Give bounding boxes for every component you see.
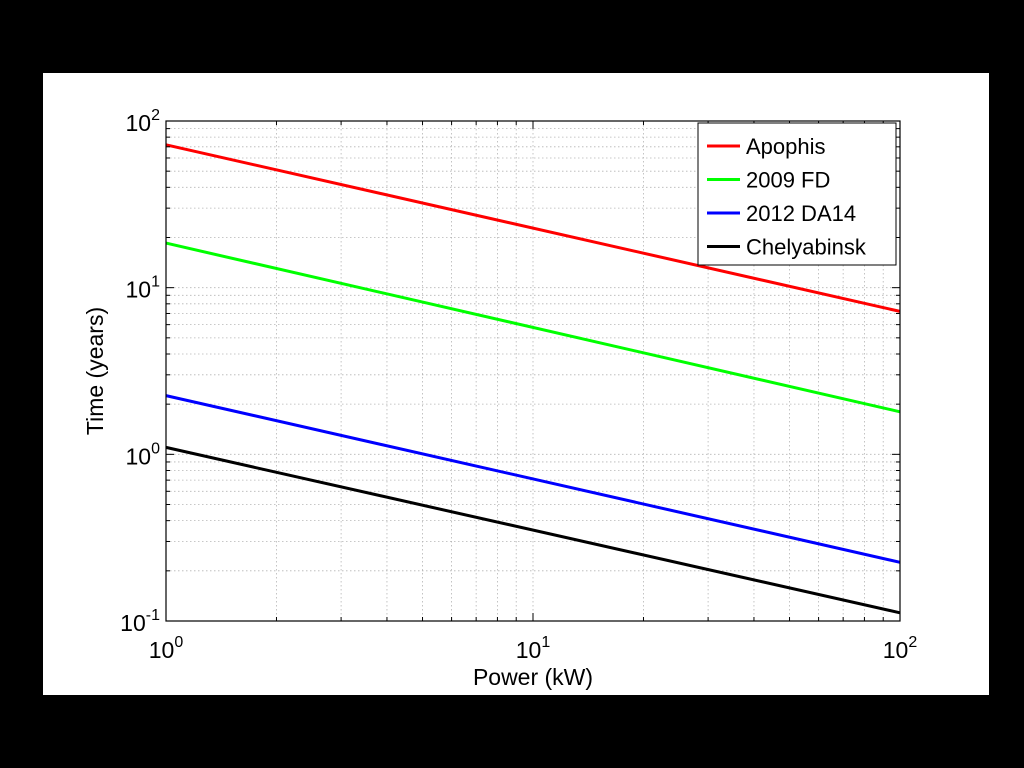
series-line-chelyabinsk [165, 445, 901, 615]
figure-panel: 100 101 102 10-1 100 101 102 Power (kW) Time (… [43, 73, 989, 695]
legend: Apophis 2009 FD 2012 DA14 Chelyabinsk [697, 122, 897, 266]
legend-label-2012-da14: 2012 DA14 [746, 201, 856, 226]
y-tick-label: 10-1 [120, 607, 160, 636]
series-line-2012-da14 [165, 394, 901, 564]
legend-label-2009-fd: 2009 FD [746, 168, 830, 193]
y-axis-label: Time (years) [82, 307, 108, 435]
y-tick-label: 101 [126, 274, 161, 303]
y-tick-label: 102 [126, 107, 161, 136]
x-tick-label: 100 [149, 634, 184, 663]
series-lines [165, 143, 901, 615]
series-line-apophis [165, 143, 901, 313]
legend-label-apophis: Apophis [746, 134, 826, 159]
x-tick-label: 101 [516, 634, 551, 663]
legend-label-chelyabinsk: Chelyabinsk [746, 235, 867, 260]
series-line-2009-fd [165, 241, 901, 414]
x-axis-label: Power (kW) [473, 664, 593, 690]
y-tick-label: 100 [126, 440, 161, 469]
x-tick-label: 102 [883, 634, 918, 663]
